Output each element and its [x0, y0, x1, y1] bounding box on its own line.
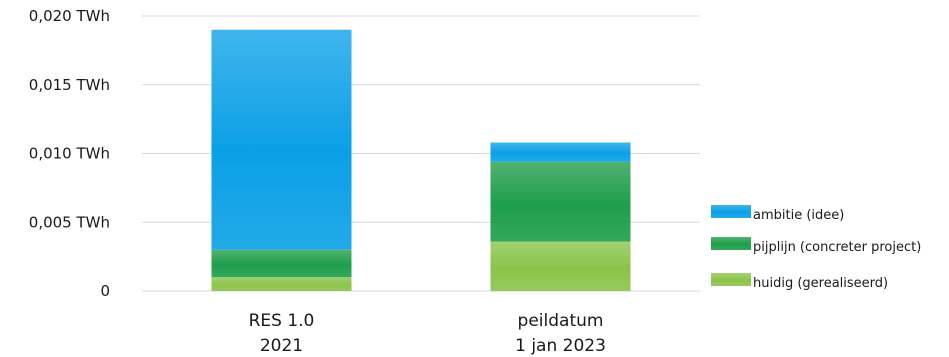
x-tick-label: 2021 [260, 336, 303, 356]
y-tick-label: 0,005 TWh [29, 213, 110, 231]
bar-segment [211, 29, 352, 250]
legend-swatch [711, 273, 751, 286]
legend-swatch [711, 205, 751, 218]
y-tick-label: 0 [100, 282, 110, 300]
legend-label: ambitie (idee) [753, 208, 844, 223]
bar-segment [490, 161, 631, 242]
x-tick-label: 1 jan 2023 [515, 336, 606, 356]
x-axis: RES 1.0 2021 peildatum 1 jan 2023 [249, 311, 606, 356]
legend-swatch [711, 237, 751, 250]
x-tick-label: peildatum [518, 311, 604, 331]
legend-label: pijplijn (concreter project) [753, 240, 921, 255]
legend: ambitie (idee) pijplijn (concreter projec… [711, 205, 921, 291]
bar-segment [490, 142, 631, 162]
bar-segment [211, 277, 352, 291]
bars [211, 29, 631, 291]
legend-label: huidig (gerealiseerd) [753, 276, 888, 291]
y-tick-label: 0,010 TWh [29, 145, 110, 163]
bar-segment [490, 241, 631, 291]
y-axis: 0 0,005 TWh 0,010 TWh 0,015 TWh 0,020 TWh [29, 7, 110, 300]
x-tick-label: RES 1.0 [249, 311, 315, 331]
y-tick-label: 0,020 TWh [29, 7, 110, 25]
y-tick-label: 0,015 TWh [29, 76, 110, 94]
bar-segment [211, 249, 352, 278]
